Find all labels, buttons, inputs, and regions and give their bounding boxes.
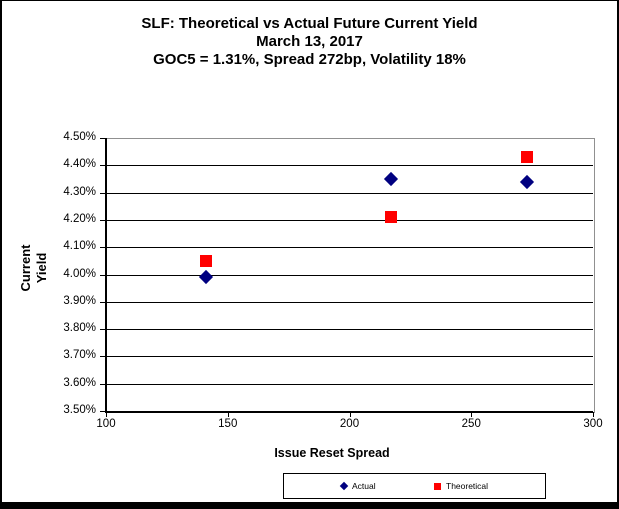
y-tick-mark [100,301,105,303]
gridline [106,329,593,331]
x-tick-mark [471,412,473,417]
legend: Actual Theoretical [283,473,546,499]
legend-label-actual: Actual [352,481,376,491]
data-point-theoretical [199,254,212,267]
chart-title: SLF: Theoretical vs Actual Future Curren… [141,15,478,32]
y-tick-mark [100,247,105,249]
y-axis-line [105,138,107,413]
y-axis-title-line2: Yield [34,252,49,284]
gridline [106,192,593,194]
data-point-theoretical [384,211,397,224]
gridline [106,219,593,221]
y-tick-mark [100,356,105,358]
gridline [106,165,593,167]
x-tick-label: 300 [583,418,603,430]
gridline [106,247,593,249]
x-tick-mark [106,412,107,417]
y-tick-label: 4.30% [63,185,96,198]
chart-subtitle-date: March 13, 2017 [256,33,363,50]
gridline [106,356,593,358]
x-axis-title: Issue Reset Spread [274,446,390,460]
x-tick-mark [349,412,351,417]
data-point-theoretical [521,151,534,164]
y-axis-title-line1: Current [18,244,33,292]
theoretical-square-icon [434,482,441,490]
chart-title-block: SLF: Theoretical vs Actual Future Curren… [2,15,617,69]
gridline [106,301,593,303]
y-tick-label: 4.00% [63,267,96,280]
x-tick-label: 250 [461,418,481,430]
x-tick-label: 150 [218,418,238,430]
y-tick-label: 3.90% [63,294,96,307]
chart-subtitle-params: GOC5 = 1.31%, Spread 272bp, Volatility 1… [153,51,466,68]
gridline [106,274,593,276]
y-tick-mark [100,383,105,385]
y-tick-mark [100,192,105,194]
y-tick-label: 3.50% [63,404,96,416]
y-tick-label: 4.20% [63,212,96,225]
y-tick-mark [100,274,105,276]
y-axis-title: Current Yield [18,225,52,311]
y-tick-label: 3.80% [63,322,96,335]
gridline [106,383,593,385]
y-tick-label: 3.70% [63,349,96,362]
x-axis-line [105,411,593,413]
y-tick-mark [100,165,105,167]
y-tick-label: 4.10% [63,240,96,253]
x-tick-mark [227,412,229,417]
legend-label-theoretical: Theoretical [446,481,489,491]
x-tick-label: 100 [96,418,116,430]
x-tick-label: 200 [339,418,360,430]
plot-area [106,138,595,413]
y-tick-mark [100,219,105,221]
y-tick-mark [100,411,105,412]
y-tick-label: 4.40% [63,158,96,171]
y-tick-label: 4.50% [63,131,96,143]
y-tick-mark [100,329,105,331]
y-tick-label: 3.60% [63,376,96,389]
x-tick-mark [593,412,594,417]
legend-entry-theoretical: Theoretical [434,474,488,498]
y-tick-mark [100,138,105,139]
legend-entry-actual: Actual [339,474,376,498]
